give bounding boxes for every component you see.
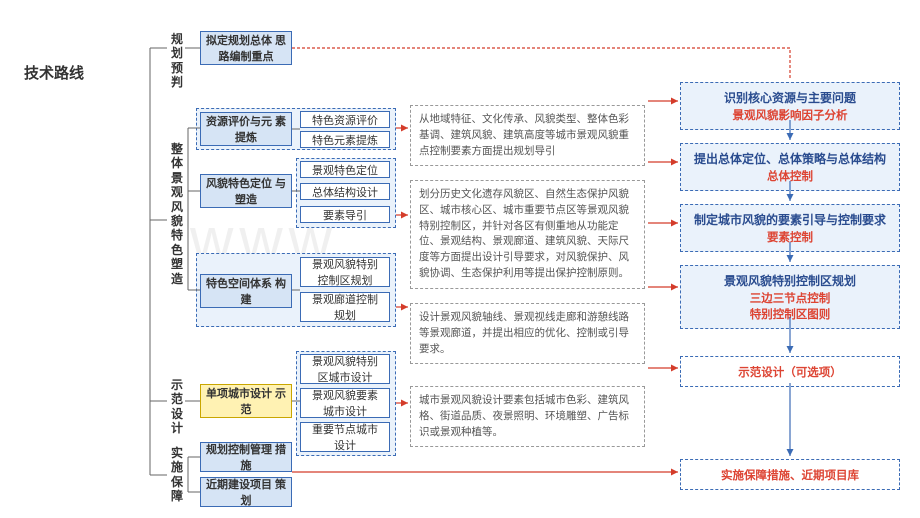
stage-impl-2: 近期建设项目 策划: [200, 477, 292, 507]
out-0-t1: 识别核心资源与主要问题: [689, 89, 891, 106]
out-4-t2: 示范设计（可选项）: [689, 364, 891, 380]
sub-r2-2: 要素导引: [300, 206, 390, 223]
stage-space-system: 特色空间体系 构建: [200, 274, 292, 308]
desc-1: 从地域特征、文化传承、风貌类型、整体色彩基调、建筑风貌、建筑高度等城市景观风貌重…: [410, 105, 645, 166]
out-5-t2: 实施保障措施、近期项目库: [689, 467, 891, 483]
vlabel-3: 实施保障: [170, 446, 184, 504]
stage-single-design: 单项城市设计 示范: [200, 384, 292, 418]
out-1-t1: 提出总体定位、总体策略与总体结构: [689, 150, 891, 167]
out-3-t2: 三边三节点控制 特别控制区图则: [689, 290, 891, 322]
vlabel-2: 示范设计: [170, 378, 184, 436]
sub-r2-0: 景观特色定位: [300, 161, 390, 178]
sub-r4-0: 景观风貌特别 区城市设计: [300, 354, 390, 384]
out-3-t1: 景观风貌特别控制区规划: [689, 272, 891, 289]
vlabel-1: 整体景观风貌特色塑造: [170, 142, 184, 286]
page-title: 技术路线: [24, 62, 84, 83]
out-5: 实施保障措施、近期项目库: [680, 459, 900, 490]
out-0-t2: 景观风貌影响因子分析: [689, 107, 891, 123]
stage-resource-eval: 资源评价与元 素提炼: [200, 112, 292, 146]
stage-feature-pos: 风貌特色定位 与塑造: [200, 174, 292, 208]
out-2-t2: 要素控制: [689, 229, 891, 245]
sub-r4-1: 景观风貌要素 城市设计: [300, 388, 390, 418]
desc-3: 设计景观风貌轴线、景观视线走廊和游憩线路等景观廊道，并提出相应的优化、控制或引导…: [410, 303, 645, 364]
sub-r1-1: 特色元素提炼: [300, 131, 390, 148]
out-4: 示范设计（可选项）: [680, 356, 900, 387]
sub-r3-0: 景观风貌特别 控制区规划: [300, 257, 390, 287]
sub-r4-2: 重要节点城市 设计: [300, 422, 390, 452]
vlabel-0: 规划预判: [170, 32, 184, 90]
sub-r2-1: 总体结构设计: [300, 183, 390, 200]
desc-4: 城市景观风貌设计要素包括城市色彩、建筑风格、街道品质、夜景照明、环境雕塑、广告标…: [410, 386, 645, 447]
out-2-t1: 制定城市风貌的要素引导与控制要求: [689, 211, 891, 228]
out-1-t2: 总体控制: [689, 168, 891, 184]
desc-2: 划分历史文化遗存风貌区、自然生态保护风貌区、城市核心区、城市重要节点区等景观风貌…: [410, 180, 645, 289]
out-3: 景观风貌特别控制区规划 三边三节点控制 特别控制区图则: [680, 265, 900, 329]
out-2: 制定城市风貌的要素引导与控制要求 要素控制: [680, 204, 900, 252]
sub-r3-1: 景观廊道控制 规划: [300, 292, 390, 322]
stage-impl-1: 规划控制管理 措施: [200, 442, 292, 472]
stage-plan-outline: 拟定规划总体 思路编制重点: [200, 31, 292, 65]
out-1: 提出总体定位、总体策略与总体结构 总体控制: [680, 143, 900, 191]
out-0: 识别核心资源与主要问题 景观风貌影响因子分析: [680, 82, 900, 130]
sub-r1-0: 特色资源评价: [300, 111, 390, 128]
